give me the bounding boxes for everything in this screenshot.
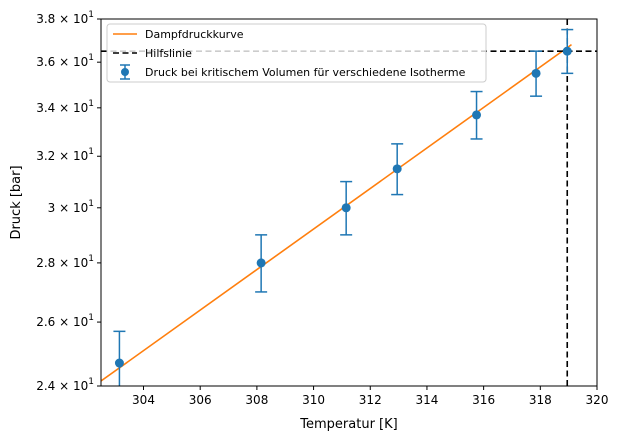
x-tick-label: 312 <box>359 393 382 407</box>
x-tick-label: 308 <box>245 393 268 407</box>
y-tick-label-exp: 1 <box>88 147 94 157</box>
x-tick-label: 316 <box>472 393 495 407</box>
data-point <box>472 110 482 120</box>
y-tick-label-exp: 1 <box>88 10 94 20</box>
plot-frame <box>100 18 598 387</box>
data-point <box>256 258 266 268</box>
y-tick-label: 3 × 101 <box>48 199 94 215</box>
y-tick-label-base: 10 <box>73 315 88 329</box>
x-axis-label: Temperatur [K] <box>299 417 397 432</box>
y-tick-label: 3.6 × 101 <box>36 53 94 69</box>
y-tick-label-sep: × <box>55 315 73 329</box>
y-tick-label: 2.8 × 101 <box>36 254 94 270</box>
y-tick-label-exp: 1 <box>88 99 94 109</box>
y-axis-label: Druck [bar] <box>9 165 24 239</box>
data-point <box>392 164 402 174</box>
y-tick-label-sep: × <box>55 12 73 26</box>
y-tick-label-mantissa: 2.8 <box>36 256 55 270</box>
y-tick-label-mantissa: 3.2 <box>36 149 55 163</box>
legend-label: Druck bei kritischem Volumen für verschi… <box>145 66 466 79</box>
y-tick-label-sep: × <box>55 256 73 270</box>
y-tick-label-mantissa: 3.8 <box>36 12 55 26</box>
y-tick-label-exp: 1 <box>88 313 94 323</box>
x-tick-label: 306 <box>189 393 212 407</box>
x-tick-label: 304 <box>132 393 155 407</box>
y-tick-label-sep: × <box>55 101 73 115</box>
x-tick-label: 310 <box>302 393 325 407</box>
y-tick-label-sep: × <box>55 379 73 393</box>
y-tick-label-exp: 1 <box>88 199 94 209</box>
y-tick-label-base: 10 <box>73 201 88 215</box>
y-tick-label-mantissa: 2.4 <box>36 379 55 393</box>
legend-label: Dampfdruckkurve <box>145 28 244 41</box>
y-tick-label-exp: 1 <box>88 53 94 63</box>
y-tick-label-base: 10 <box>73 101 88 115</box>
y-tick-label: 2.6 × 101 <box>36 313 94 329</box>
legend: Dampfdruckkurve Hilfslinie Druck bei kriti… <box>106 23 487 83</box>
y-tick-label-base: 10 <box>73 379 88 393</box>
y-tick-label-base: 10 <box>73 256 88 270</box>
y-tick-label-base: 10 <box>73 149 88 163</box>
legend-label: Hilfslinie <box>145 47 192 60</box>
data-point <box>114 358 124 368</box>
y-tick-label-sep: × <box>55 55 73 69</box>
y-tick-label: 3.2 × 101 <box>36 147 94 163</box>
x-tick-label: 318 <box>529 393 552 407</box>
data-point <box>341 203 351 213</box>
x-tick-label: 320 <box>586 393 609 407</box>
x-axis-ticks: 304 306 308 310 312 314 316 318 320 <box>132 386 608 407</box>
legend-swatch-marker <box>121 68 129 76</box>
y-tick-label-mantissa: 2.6 <box>36 315 55 329</box>
series-line-dampfdruckkurve <box>101 43 572 382</box>
x-tick-label: 314 <box>415 393 438 407</box>
y-tick-label: 2.4 × 101 <box>36 377 94 393</box>
y-tick-label-sep: × <box>55 201 73 215</box>
y-tick-label: 3.8 × 101 <box>36 10 94 26</box>
y-tick-label-base: 10 <box>73 55 88 69</box>
y-tick-label-mantissa: 3.6 <box>36 55 55 69</box>
data-point <box>531 68 541 78</box>
y-tick-label-mantissa: 3.4 <box>36 101 55 115</box>
legend-box <box>106 23 487 83</box>
y-tick-label-sep: × <box>55 149 73 163</box>
y-tick-label-exp: 1 <box>88 254 94 264</box>
y-tick-label-mantissa: 3 <box>48 201 56 215</box>
data-point <box>562 46 572 56</box>
y-tick-label: 3.4 × 101 <box>36 99 94 115</box>
y-tick-label-exp: 1 <box>88 377 94 387</box>
y-tick-label-base: 10 <box>73 12 88 26</box>
